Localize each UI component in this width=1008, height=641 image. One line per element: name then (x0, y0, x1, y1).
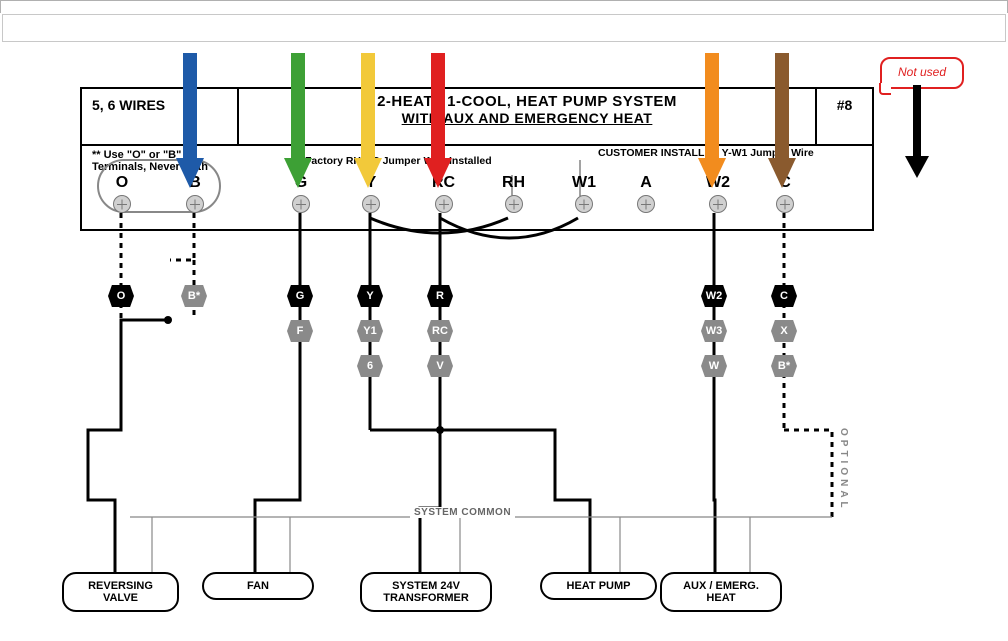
terminal-a: A (637, 174, 655, 213)
component-box: REVERSINGVALVE (62, 572, 179, 612)
badge-x: X (771, 320, 797, 342)
badge-y1: Y1 (357, 320, 383, 342)
badge-bstar: B* (771, 355, 797, 377)
badge-c: C (771, 285, 797, 307)
badge-rc: RC (427, 320, 453, 342)
arrow-y (348, 48, 388, 198)
badge-w: W (701, 355, 727, 377)
terminal-w1: W1 (572, 174, 596, 213)
wires-count-cell: 5, 6 WIRES (82, 89, 239, 144)
optional-label: OPTIONAL (838, 428, 849, 512)
jumper-note-left: Factory RH-RC Jumper Wire Installed (305, 155, 492, 167)
badge-6: 6 (357, 355, 383, 377)
arrow-rc (418, 48, 458, 198)
badge-v: V (427, 355, 453, 377)
component-box: HEAT PUMP (540, 572, 657, 600)
not-used-arrow (903, 80, 943, 190)
terminal-o: O (113, 174, 131, 213)
badge-o: O (108, 285, 134, 307)
terminal-rh: RH (502, 174, 525, 213)
badge-y: Y (357, 285, 383, 307)
badge-g: G (287, 285, 313, 307)
system-common-label: SYSTEM COMMON (410, 507, 515, 518)
badge-bstar: B* (181, 285, 207, 307)
badge-f: F (287, 320, 313, 342)
arrow-c (762, 48, 802, 198)
arrow-w2 (692, 48, 732, 198)
diagram-number: #8 (815, 89, 872, 144)
badge-r: R (427, 285, 453, 307)
arrow-g (278, 48, 318, 198)
component-box: FAN (202, 572, 314, 600)
component-box: SYSTEM 24VTRANSFORMER (360, 572, 492, 612)
badge-w2: W2 (701, 285, 727, 307)
component-box: AUX / EMERG.HEAT (660, 572, 782, 612)
badge-w3: W3 (701, 320, 727, 342)
arrow-b (170, 48, 210, 198)
